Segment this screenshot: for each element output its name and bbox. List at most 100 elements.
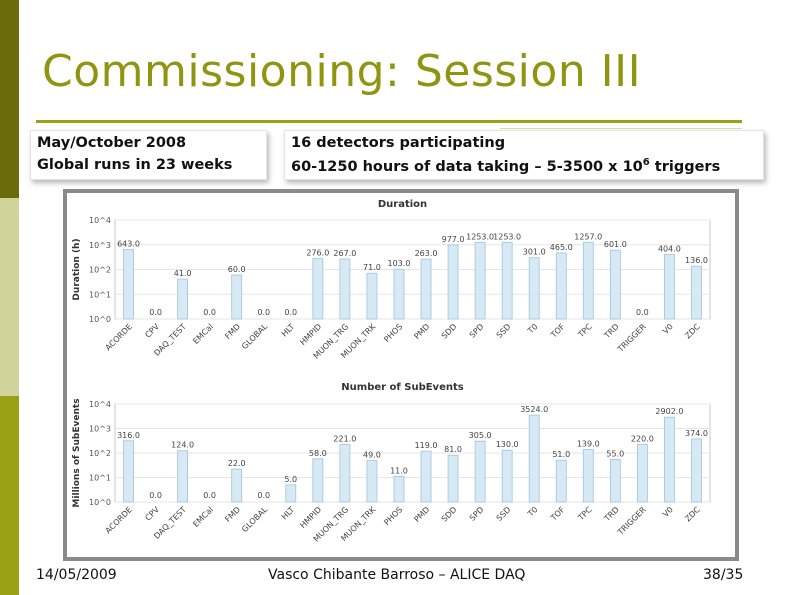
bar (339, 444, 351, 503)
data-label: 220.0 (631, 435, 654, 444)
data-label: 136.0 (685, 256, 708, 265)
bar (177, 278, 189, 320)
data-label: 139.0 (577, 439, 600, 448)
bar (420, 258, 432, 320)
bar (339, 258, 351, 320)
data-label: 643.0 (117, 239, 140, 248)
bar (393, 476, 405, 503)
data-label: 130.0 (496, 440, 519, 449)
data-label: 119.0 (415, 441, 438, 450)
footer-date: 14/05/2009 (36, 567, 117, 583)
y-tick-label: 10^2 (89, 449, 111, 458)
data-label: 305.0 (469, 431, 492, 440)
slide-sidebar (0, 0, 19, 595)
info-box-right-exponent: 6 (642, 157, 650, 168)
data-label: 0.0 (203, 308, 216, 317)
data-label: 55.0 (606, 449, 624, 458)
y-tick-label: 10^2 (89, 266, 111, 275)
data-label: 301.0 (523, 248, 546, 257)
bar (231, 468, 243, 503)
data-label: 60.0 (228, 265, 246, 274)
data-label: 0.0 (257, 308, 270, 317)
title-underline-thin (500, 128, 742, 129)
slide-title: Commissioning: Session III (42, 46, 642, 97)
data-label: 0.0 (284, 308, 297, 317)
data-label: 316.0 (117, 431, 140, 440)
data-label: 601.0 (604, 240, 627, 249)
data-label: 221.0 (333, 435, 356, 444)
chart-panel: Duration 10^0 10^1 10^2 10^3 10^4 Duration (h)… (63, 189, 739, 561)
data-label: 263.0 (415, 249, 438, 258)
bar (393, 268, 405, 320)
sidebar-band-light (0, 198, 19, 396)
data-label: 267.0 (333, 249, 356, 258)
y-tick-label: 10^4 (89, 216, 111, 225)
sidebar-band-mid (0, 396, 19, 595)
info-box-right-line2-suffix: triggers (649, 158, 721, 175)
data-label: 0.0 (149, 308, 162, 317)
y-tick-label: 10^0 (89, 315, 111, 324)
bar (447, 454, 459, 503)
data-label: 124.0 (171, 441, 194, 450)
bar (691, 438, 702, 503)
bar (474, 241, 486, 320)
data-label: 977.0 (442, 235, 465, 244)
data-label: 404.0 (658, 244, 681, 253)
data-label: 0.0 (257, 491, 270, 500)
data-label: 51.0 (552, 450, 570, 459)
data-label: 41.0 (174, 269, 192, 278)
chart-title: Number of SubEvents (341, 382, 463, 393)
data-label: 0.0 (149, 491, 162, 500)
data-label: 71.0 (363, 263, 381, 272)
data-label: 2902.0 (655, 407, 683, 416)
bar (177, 450, 189, 503)
data-label: 81.0 (444, 445, 462, 454)
data-label: 374.0 (685, 429, 708, 438)
data-label: 1257.0 (574, 232, 602, 241)
data-label: 0.0 (203, 491, 216, 500)
bar (555, 459, 567, 503)
data-label: 49.0 (363, 451, 381, 460)
data-label: 1253.0 (493, 232, 521, 241)
bar (474, 440, 486, 503)
bar (366, 460, 378, 503)
y-tick-label: 10^4 (89, 400, 111, 409)
bar (555, 252, 567, 320)
data-label: 103.0 (388, 259, 411, 268)
data-label: 3524.0 (520, 405, 548, 414)
y-tick-label: 10^3 (89, 241, 111, 250)
bar (582, 241, 594, 320)
y-tick-label: 10^3 (89, 425, 111, 434)
bar (582, 449, 594, 503)
data-label: 5.0 (284, 475, 297, 484)
data-label: 22.0 (228, 459, 246, 468)
footer-page-number: 38/35 (703, 567, 744, 583)
bar (664, 254, 675, 320)
data-label: 465.0 (550, 243, 573, 252)
y-tick-label: 10^0 (89, 498, 111, 507)
bar (447, 244, 459, 320)
bar (664, 416, 675, 503)
footer-author: Vasco Chibante Barroso – ALICE DAQ (268, 567, 526, 583)
bar (528, 257, 540, 320)
info-box-left: May/October 2008 Global runs in 23 weeks (30, 130, 267, 180)
data-label: 1253.0 (466, 232, 494, 241)
y-axis-label: Duration (h) (72, 238, 82, 300)
bar (501, 449, 513, 503)
bar (123, 440, 134, 503)
bar (366, 272, 378, 320)
bar (636, 444, 648, 503)
bar (312, 458, 324, 503)
y-tick-label: 10^1 (89, 290, 111, 299)
bar (609, 249, 621, 320)
sidebar-band-dark (0, 0, 19, 198)
data-label: 276.0 (306, 249, 329, 258)
info-box-right-line2: 60-1250 hours of data taking – 5-3500 x … (291, 157, 720, 175)
data-label: 11.0 (390, 466, 408, 475)
charts-svg: Duration 10^0 10^1 10^2 10^3 10^4 Duration (h)… (67, 193, 735, 557)
bar (420, 450, 432, 503)
bar (528, 414, 540, 503)
bar (609, 458, 621, 503)
info-box-right-line1: 16 detectors participating (291, 135, 506, 151)
bar (501, 241, 513, 320)
